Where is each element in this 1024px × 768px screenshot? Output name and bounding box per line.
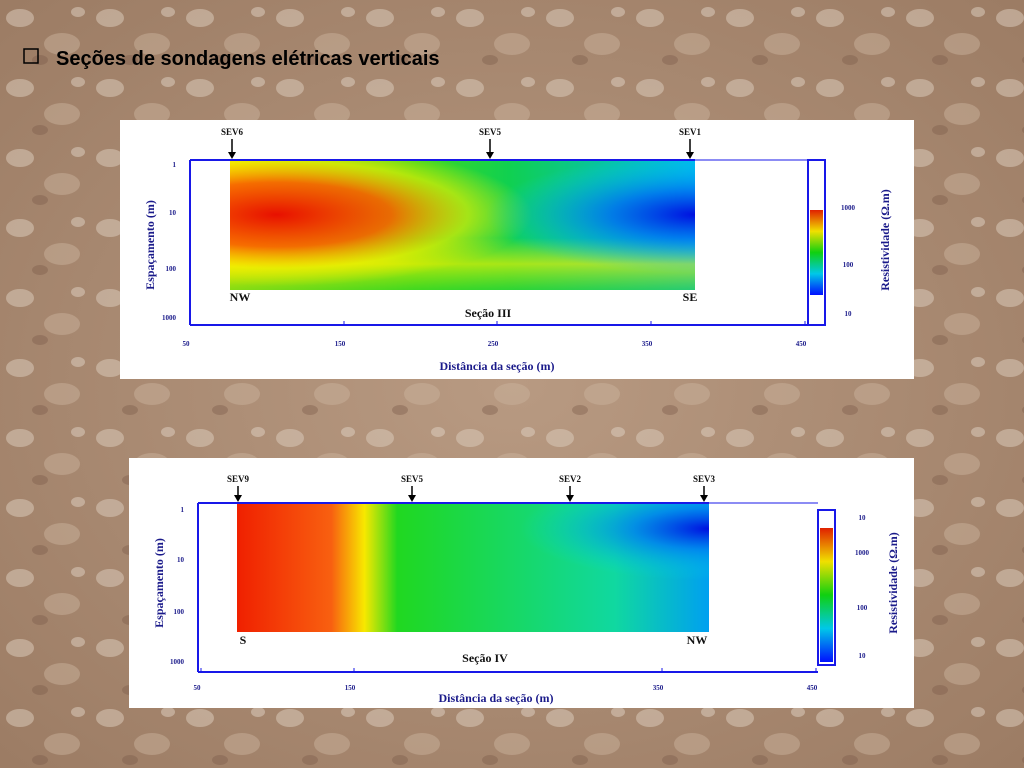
sev-label: SEV5	[479, 127, 502, 137]
sev-arrowhead	[566, 495, 574, 502]
colorbar-tick-label: 10	[859, 652, 867, 660]
y-axis-label: Espaçamento (m)	[143, 200, 157, 290]
x-tick-label: 250	[488, 340, 499, 348]
sev-label: SEV6	[221, 127, 244, 137]
sev-label: SEV2	[559, 474, 582, 484]
section-figure: 1 10 100 1000 50 150 250 350 450 SEV6 SEV5 SEV1 NW SE…	[120, 120, 914, 379]
heatmap-layer	[230, 160, 695, 290]
colorbar-frame	[807, 159, 826, 326]
sev-label: SEV9	[227, 474, 250, 484]
sev-arrowhead	[408, 495, 416, 502]
y-tick-label: 1	[181, 506, 185, 514]
colorbar-tick-label: 10	[859, 514, 867, 522]
bullet	[23, 48, 39, 64]
x-tick-label: 350	[642, 340, 653, 348]
heatmap-layer	[237, 503, 709, 632]
colorbar-tick-label: 10	[845, 310, 853, 318]
sev-arrowhead	[686, 152, 694, 159]
section-name: Seção III	[465, 306, 512, 320]
y-tick-label: 10	[169, 209, 177, 217]
sev-label: SEV1	[679, 127, 702, 137]
colorbar-label: Resistividade (Ω.m)	[886, 532, 900, 634]
sev-label: SEV5	[401, 474, 424, 484]
sev-arrowhead	[228, 152, 236, 159]
section-figure: 1 10 100 1000 50 150 350 450 SEV9 SEV5 SEV2 SEV3 S NW…	[129, 458, 914, 708]
colorbar	[820, 528, 833, 662]
y-tick-label: 100	[166, 265, 177, 273]
section-end: NW	[230, 290, 251, 304]
colorbar-tick-label: 100	[857, 604, 868, 612]
section-end: SE	[683, 290, 698, 304]
colorbar	[810, 210, 823, 295]
sev-arrowhead	[234, 495, 242, 502]
x-tick-label: 50	[183, 340, 191, 348]
colorbar-tick-label: 1000	[855, 549, 870, 557]
colorbar-tick-label: 1000	[841, 204, 856, 212]
y-tick-label: 1000	[162, 314, 177, 322]
section-end: S	[240, 633, 247, 647]
x-tick-label: 450	[807, 684, 818, 692]
y-tick-label: 10	[177, 556, 185, 564]
x-tick-label: 150	[345, 684, 356, 692]
sev-label: SEV3	[693, 474, 716, 484]
y-tick-label: 1000	[170, 658, 185, 666]
y-tick-label: 1	[173, 161, 177, 169]
x-tick-label: 350	[653, 684, 664, 692]
slide-title: Seções de sondagens elétricas verticais	[56, 48, 440, 70]
x-tick-label: 50	[194, 684, 202, 692]
colorbar-label: Resistividade (Ω.m)	[878, 189, 892, 291]
sev-arrowhead	[486, 152, 494, 159]
colorbar-frame	[817, 509, 836, 666]
sev-arrowhead	[700, 495, 708, 502]
y-tick-label: 100	[174, 608, 185, 616]
section-name: Seção IV	[462, 651, 508, 665]
x-axis-label: Distância da seção (m)	[440, 359, 555, 373]
colorbar-tick-label: 100	[843, 261, 854, 269]
y-axis-label: Espaçamento (m)	[152, 538, 166, 628]
x-tick-label: 150	[335, 340, 346, 348]
x-tick-label: 450	[796, 340, 807, 348]
x-axis-label: Distância da seção (m)	[439, 691, 554, 705]
section-end: NW	[687, 633, 708, 647]
